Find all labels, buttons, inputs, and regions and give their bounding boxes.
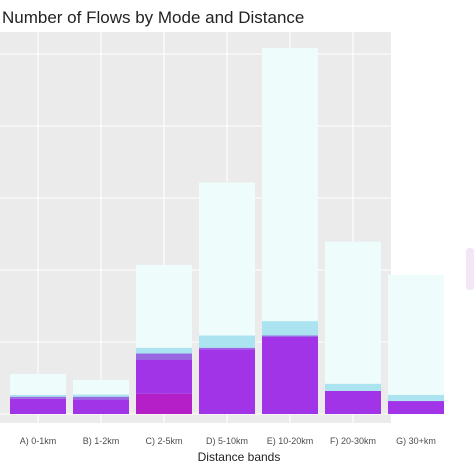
bar-segment <box>199 349 255 414</box>
bar-segment <box>388 274 444 395</box>
bar-segment <box>73 379 129 395</box>
bars <box>10 47 444 414</box>
bar-segment <box>10 394 66 397</box>
bar-segment <box>388 394 444 402</box>
bar-segment <box>10 374 66 395</box>
bar-segment <box>73 394 129 397</box>
x-tick-label: D) 5-10km <box>206 436 248 446</box>
bar-segment <box>199 347 255 350</box>
bar-segment <box>325 383 381 391</box>
bar-segment <box>10 398 66 414</box>
bar-segment <box>325 241 381 384</box>
bar-segment <box>136 347 192 354</box>
bar-segment <box>10 396 66 399</box>
bar-segment <box>73 399 129 414</box>
bar-segment <box>262 321 318 336</box>
x-tick-label: A) 0-1km <box>20 436 57 446</box>
bar-segment <box>136 353 192 360</box>
bar-segment <box>388 401 444 414</box>
bar-segment <box>136 360 192 394</box>
bar-segment <box>262 336 318 414</box>
bar-segment <box>325 390 381 414</box>
x-tick-labels: A) 0-1km B) 1-2km C) 2-5km D) 5-10km E) 10-2… <box>20 436 436 446</box>
chart-title: Number of Flows by Mode and Distance <box>2 8 304 27</box>
x-axis-title: Distance bands <box>198 450 281 464</box>
x-tick-label: E) 10-20km <box>267 436 314 446</box>
bar-segment <box>136 393 192 414</box>
x-tick-label: G) 30+km <box>396 436 436 446</box>
bar-segment <box>262 47 318 322</box>
bar-segment <box>199 335 255 348</box>
bar-segment <box>262 335 318 337</box>
bar-segment <box>199 182 255 336</box>
bar-segment <box>73 396 129 400</box>
x-tick-label: F) 20-30km <box>330 436 376 446</box>
x-tick-label: B) 1-2km <box>83 436 120 446</box>
legend-fragment <box>466 248 474 290</box>
bar-segment <box>136 264 192 348</box>
x-tick-label: C) 2-5km <box>145 436 182 446</box>
